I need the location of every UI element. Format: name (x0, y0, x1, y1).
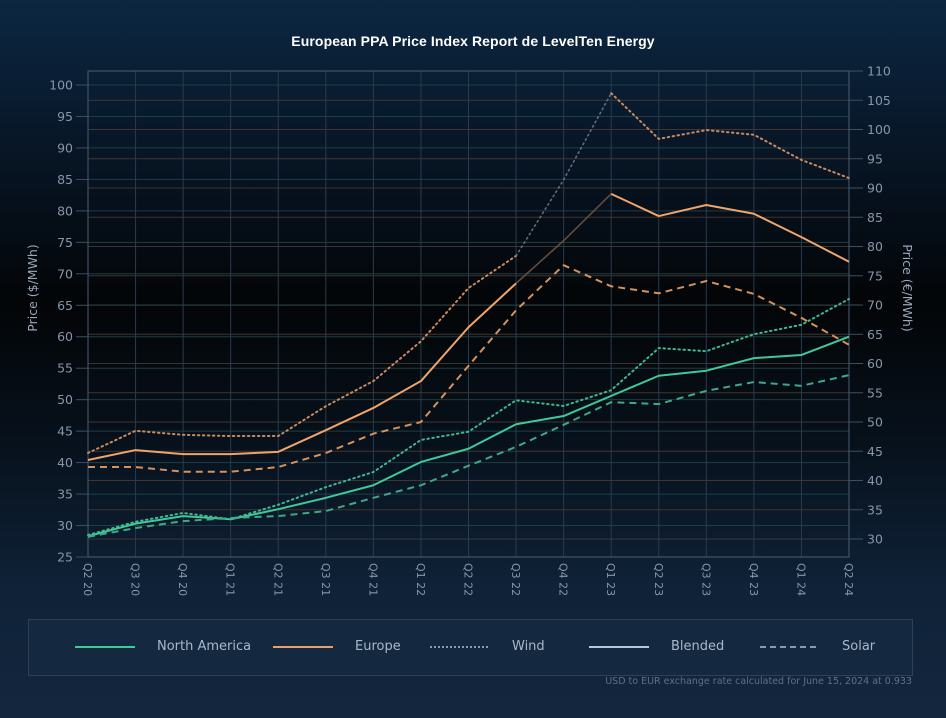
y-axis-right-title: Price (€/MWh) (900, 244, 915, 331)
tick-label-right: 85 (867, 210, 883, 225)
plot-frame (87, 70, 850, 558)
legend: North America Europe Wind Blended Solar (28, 619, 913, 676)
legend-label: Blended (671, 639, 725, 654)
tick-label-right: 45 (867, 444, 883, 459)
tick-label-left: 90 (57, 140, 73, 155)
chart-plot: 25 30 35 40 45 50 55 60 65 70 75 80 85 90 95 100 30 35 40… (25, 64, 915, 597)
legend-label: Europe (355, 639, 401, 654)
tick-label-x: Q2 23 (652, 563, 665, 596)
legend-label: Solar (842, 639, 876, 654)
legend-item-blended[interactable]: Blended (589, 639, 724, 654)
legend-item-wind[interactable]: Wind (430, 639, 545, 654)
tick-label-x: Q3 21 (319, 563, 332, 596)
tick-label-left: 95 (57, 109, 73, 124)
legend-label: North America (157, 639, 252, 654)
tick-label-right: 110 (867, 64, 891, 79)
tick-label-x: Q2 21 (271, 563, 284, 596)
tick-label-right: 100 (867, 122, 891, 137)
legend-item-europe[interactable]: Europe (273, 639, 401, 654)
tick-label-right: 50 (867, 415, 883, 430)
tick-label-right: 90 (867, 181, 883, 196)
tick-label-x: Q1 22 (414, 563, 427, 596)
legend-swatch-blended (589, 645, 649, 648)
legend-item-north-america[interactable]: North America (75, 639, 251, 654)
tick-label-left: 55 (57, 361, 73, 376)
grid-x (135, 71, 802, 557)
tick-label-x: Q3 23 (699, 563, 712, 596)
tick-label-left: 45 (57, 424, 73, 439)
legend-swatch-wind (430, 645, 490, 648)
tick-label-left: 65 (57, 298, 73, 313)
series-line-europe-wind (87, 254, 518, 455)
tick-label-right: 40 (867, 473, 883, 488)
tick-label-x: Q2 24 (842, 563, 855, 596)
tick-label-x: Q4 20 (176, 563, 189, 596)
tick-label-right: 95 (867, 151, 883, 166)
tick-label-right: 105 (867, 93, 891, 108)
tick-label-right: 60 (867, 356, 883, 371)
tick-label-left: 30 (57, 518, 73, 533)
tick-label-x: Q1 21 (224, 563, 237, 596)
tick-label-x: Q3 20 (129, 563, 142, 596)
tick-label-right: 75 (867, 268, 883, 283)
chart-title: European PPA Price Index Report de Level… (291, 33, 655, 49)
tick-label-left: 50 (57, 392, 73, 407)
y-axis-right: 30 35 40 45 50 55 60 65 70 75 80 85 90 95 100 105 110 (849, 64, 891, 547)
legend-swatch-north-america (75, 645, 135, 648)
legend-item-solar[interactable]: Solar (760, 639, 875, 654)
legend-swatch-solar (760, 645, 820, 648)
tick-label-x: Q1 23 (604, 563, 617, 596)
y-axis-left-title: Price ($/MWh) (25, 244, 40, 331)
tick-label-x: Q2 20 (81, 563, 94, 596)
tick-label-left: 25 (57, 550, 73, 565)
series-line-europe-wind (610, 92, 850, 180)
tick-label-x: Q2 22 (462, 563, 475, 596)
series-line-europe (610, 192, 850, 263)
tick-label-left: 100 (49, 78, 73, 93)
tick-label-x: Q3 22 (509, 563, 522, 596)
tick-label-right: 65 (867, 327, 883, 342)
tick-label-left: 60 (57, 329, 73, 344)
series-line-europe (87, 282, 517, 462)
tick-label-left: 85 (57, 172, 73, 187)
tick-label-right: 30 (867, 532, 883, 547)
legend-swatch-europe (273, 645, 333, 648)
tick-label-right: 35 (867, 502, 883, 517)
tick-label-right: 70 (867, 298, 883, 313)
series-group (87, 92, 850, 538)
tick-label-x: Q4 21 (366, 563, 379, 596)
tick-label-right: 80 (867, 239, 883, 254)
tick-label-left: 80 (57, 203, 73, 218)
footnote: USD to EUR exchange rate calculated for … (605, 676, 912, 687)
x-axis: Q2 20 Q3 20 Q4 20 Q1 21 Q2 21 Q3 21 Q4 21 Q1 22… (81, 563, 855, 596)
tick-label-left: 70 (57, 266, 73, 281)
tick-label-x: Q4 22 (557, 563, 570, 596)
tick-label-left: 35 (57, 487, 73, 502)
tick-label-left: 40 (57, 455, 73, 470)
legend-label: Wind (512, 639, 545, 654)
tick-label-right: 55 (867, 385, 883, 400)
tick-label-x: Q1 24 (794, 563, 807, 596)
y-axis-left: 25 30 35 40 45 50 55 60 65 70 75 80 85 90 95 100 (49, 78, 88, 565)
tick-label-left: 75 (57, 235, 73, 250)
tick-label-x: Q4 23 (747, 563, 760, 596)
